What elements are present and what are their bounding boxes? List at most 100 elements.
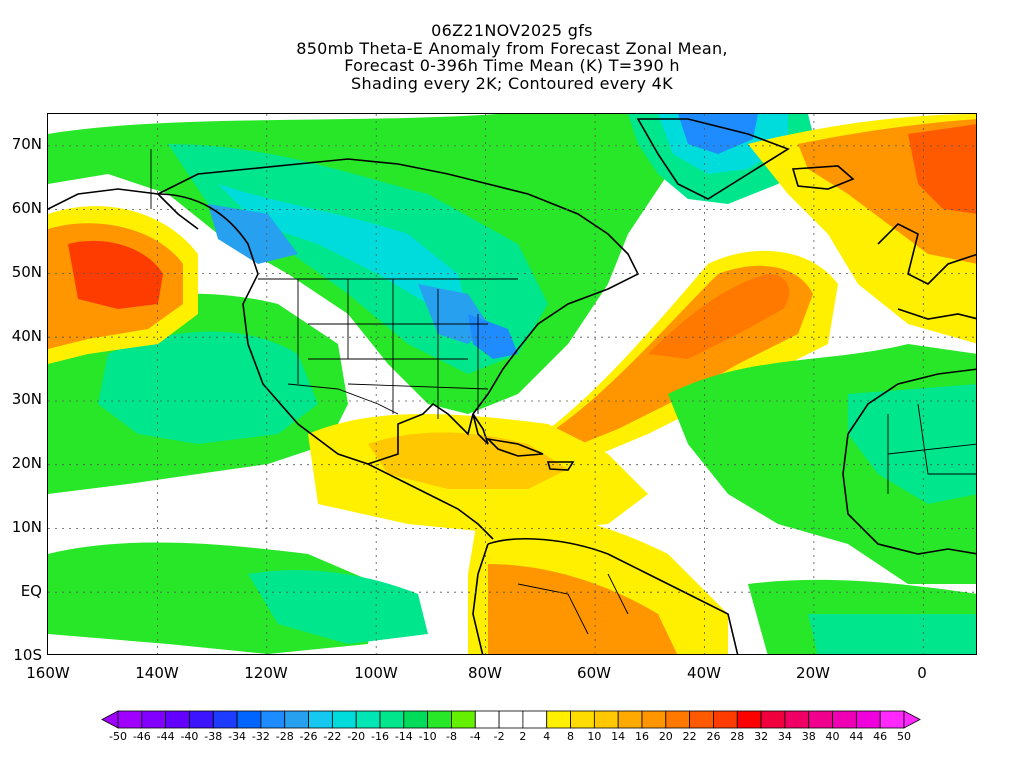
colorbar-box	[451, 710, 476, 729]
colorbar-tick-label: 8	[567, 730, 574, 743]
lon-label-140w: 140W	[135, 664, 179, 682]
title-line-2: 850mb Theta-E Anomaly from Forecast Zona…	[296, 38, 728, 58]
lat-label-10s: 10S	[13, 646, 42, 664]
region-pacific-mint	[98, 331, 318, 444]
chart-title: 06Z21NOV2025 gfs 850mb Theta-E Anomaly f…	[0, 22, 1024, 92]
map-panel	[47, 113, 977, 655]
lon-label-100w: 100W	[354, 664, 398, 682]
colorbar-box	[736, 710, 762, 729]
colorbar-box	[141, 710, 167, 729]
lat-lon-gridlines	[48, 114, 976, 654]
colorbar-box	[593, 710, 619, 729]
colorbar-boxes	[101, 710, 921, 729]
lon-label-60w: 60W	[577, 664, 611, 682]
colorbar-tick-label: -4	[470, 730, 481, 743]
lat-label-10n: 10N	[11, 518, 42, 536]
border-us-mexico	[287, 383, 399, 415]
colorbar-tick-label: -44	[157, 730, 175, 743]
colorbar-box	[427, 710, 452, 729]
region-npac-red	[68, 240, 163, 309]
coast-central-america	[367, 463, 494, 540]
colorbar-tick-label: -40	[180, 730, 198, 743]
colorbar-tick-label: 26	[706, 730, 720, 743]
colorbar-tick-label: 50	[897, 730, 911, 743]
lon-label-120w: 120W	[244, 664, 288, 682]
colorbar-box	[855, 710, 881, 729]
colorbar-tick-label: -8	[446, 730, 457, 743]
region-carib-gold	[368, 432, 568, 489]
us-state-lines	[297, 279, 489, 419]
colorbar-tick-label: 14	[611, 730, 625, 743]
lat-label-70n: 70N	[11, 135, 42, 153]
coast-florida	[472, 413, 489, 445]
colorbar-tick-label: -50	[109, 730, 127, 743]
colorbar-tick-label: 28	[730, 730, 744, 743]
coast-north-america	[157, 158, 640, 465]
lon-label-160w: 160W	[26, 664, 70, 682]
colorbar-tick-label: 16	[635, 730, 649, 743]
coast-hispaniola	[546, 461, 575, 471]
colorbar-box	[879, 710, 905, 729]
border-africa-interior	[887, 403, 976, 494]
colorbar-tick-label: 44	[849, 730, 863, 743]
title-line-3: Forecast 0-396h Time Mean (K) T=390 h	[344, 56, 680, 75]
coast-africa	[842, 368, 976, 555]
colorbar-tick-label: -38	[204, 730, 222, 743]
colorbar-box	[617, 710, 643, 729]
colorbar-tick-label: 20	[659, 730, 673, 743]
region-cyan-canada	[218, 184, 468, 314]
colorbar-box	[713, 710, 738, 729]
colorbar-labels: -50 -46 -44 -40 -38 -34 -32 -28 -26 -22 -20 -16 -14-…	[109, 730, 911, 743]
colorbar-box	[189, 710, 214, 729]
coast-greenland	[636, 118, 790, 200]
lat-label-eq: EQ	[20, 582, 42, 600]
coast-cuba	[485, 437, 544, 457]
colorbar-tick-label: -28	[276, 730, 294, 743]
colorbar-box	[665, 710, 691, 729]
colorbar-box	[546, 710, 571, 729]
colorbar-tick-label: 34	[778, 730, 792, 743]
coast-iceland	[791, 165, 855, 190]
colorbar-box	[379, 710, 405, 729]
theta-e-anomaly-map	[48, 114, 976, 654]
coast-europe	[877, 223, 976, 320]
title-line-4: Shading every 2K; Contoured every 4K	[351, 73, 673, 93]
colorbar-box	[808, 710, 833, 729]
colorbar-box	[165, 710, 190, 729]
region-sky-pacific-nw	[208, 204, 298, 264]
colorbar-box	[641, 710, 667, 729]
coast-south-america	[472, 538, 739, 654]
colorbar-tick-label: -14	[395, 730, 413, 743]
colorbar-tick-label: -22	[323, 730, 341, 743]
colorbar-tick-label: -20	[347, 730, 365, 743]
colorbar-box	[284, 710, 309, 729]
colorbar-tick-label: -26	[300, 730, 318, 743]
colorbar-tick-label: -32	[252, 730, 270, 743]
lon-label-20w: 20W	[796, 664, 830, 682]
colorbar-tick-label: 2	[519, 730, 526, 743]
region-europe-red	[908, 124, 976, 214]
colorbar-box	[331, 710, 357, 729]
shaded-anomaly-fields	[48, 114, 976, 654]
colorbar-box	[522, 710, 548, 729]
colorbar-tick-label: -46	[133, 730, 151, 743]
colorbar-tick-label: 10	[587, 730, 601, 743]
lat-label-20n: 20N	[11, 454, 42, 472]
region-atl-darkorange	[648, 274, 790, 359]
lat-label-40n: 40N	[11, 327, 42, 345]
colorbar-tick-label: 32	[754, 730, 768, 743]
colorbar-box	[236, 710, 262, 729]
lon-label-80w: 80W	[468, 664, 502, 682]
colorbar-tick-label: 22	[683, 730, 697, 743]
lat-label-60n: 60N	[11, 199, 42, 217]
region-greenland-blue	[678, 114, 758, 154]
colorbar-box	[760, 710, 786, 729]
colorbar-box	[689, 710, 714, 729]
colorbar-tick-label: 38	[802, 730, 816, 743]
colorbar-tick-label: 40	[826, 730, 840, 743]
colorbar-box	[212, 710, 238, 729]
coastlines	[48, 118, 976, 654]
colorbar-tick-label: -2	[494, 730, 505, 743]
colorbar-tick-label: 4	[543, 730, 550, 743]
